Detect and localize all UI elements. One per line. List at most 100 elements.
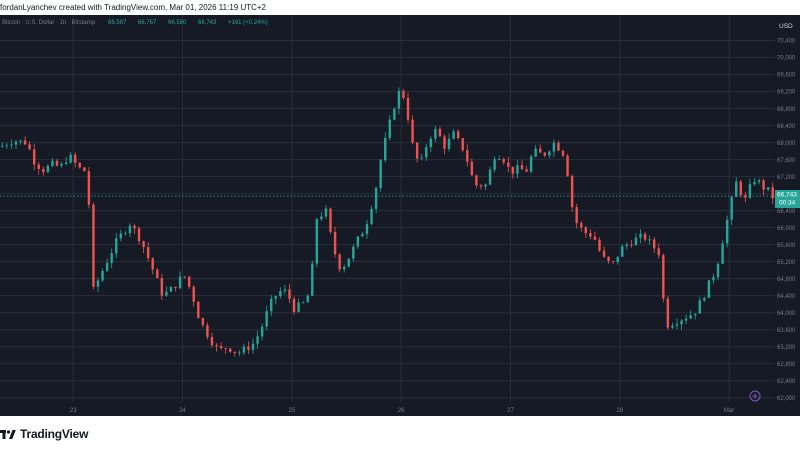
magnet-icon[interactable] bbox=[749, 390, 761, 402]
candle-body bbox=[716, 263, 720, 278]
candle-body bbox=[657, 248, 660, 256]
candle-body bbox=[411, 119, 414, 143]
candle-body bbox=[648, 239, 651, 241]
candle-body bbox=[525, 169, 528, 172]
candle-body bbox=[42, 168, 45, 173]
candle-body bbox=[420, 157, 423, 159]
candle-body bbox=[183, 276, 186, 278]
candle-body bbox=[46, 165, 50, 173]
candle-body bbox=[443, 136, 446, 149]
candle-body bbox=[270, 298, 273, 312]
candle-body bbox=[552, 142, 556, 152]
footer bbox=[0, 416, 800, 450]
candle-body bbox=[210, 336, 214, 346]
candle-body bbox=[425, 147, 428, 158]
candle-body bbox=[712, 277, 715, 281]
candle-body bbox=[393, 108, 396, 120]
candle-body bbox=[92, 204, 95, 287]
candle-body bbox=[497, 159, 501, 160]
y-tick-label: 68,000 bbox=[777, 141, 796, 147]
candle-body bbox=[507, 162, 510, 167]
legend-close: 66,743 bbox=[198, 20, 217, 26]
candle-body bbox=[721, 243, 724, 264]
candle-body bbox=[415, 142, 419, 159]
legend-symbol: Bitcoin · U.S. Dollar · 1h · Bitstamp bbox=[2, 20, 96, 26]
candle-body bbox=[757, 180, 761, 183]
candle-body bbox=[342, 266, 346, 270]
candle-body bbox=[739, 181, 743, 195]
grid bbox=[0, 15, 775, 402]
candle-body bbox=[229, 348, 232, 352]
candle-body bbox=[14, 141, 18, 145]
candle-body bbox=[64, 162, 68, 164]
candle-body bbox=[124, 233, 127, 234]
candle-body bbox=[680, 320, 683, 325]
candle-body bbox=[502, 159, 505, 163]
candle-body bbox=[19, 140, 22, 142]
candle-body bbox=[74, 154, 77, 163]
candle-body bbox=[461, 138, 464, 151]
last-price-background bbox=[775, 190, 800, 209]
candle-body bbox=[215, 345, 218, 347]
candle-body bbox=[156, 269, 159, 279]
y-tick-label: 70,000 bbox=[777, 56, 796, 62]
candle-body bbox=[146, 247, 150, 259]
candle-body bbox=[762, 180, 765, 190]
candle-body bbox=[652, 239, 656, 249]
x-tick-label: 27 bbox=[507, 408, 514, 414]
legend-low: 66,580 bbox=[168, 20, 187, 26]
candle-body bbox=[338, 254, 341, 270]
candle-body bbox=[452, 131, 455, 139]
candle-body bbox=[479, 185, 483, 187]
candle-body bbox=[219, 346, 223, 349]
candle-body bbox=[725, 219, 729, 244]
candle-body bbox=[96, 280, 100, 287]
last-price-label: 66,743 bbox=[777, 192, 797, 199]
legend-open: 66,587 bbox=[108, 20, 127, 26]
candle-body bbox=[607, 256, 610, 262]
y-tick-label: 64,800 bbox=[777, 277, 796, 283]
candlestick-chart[interactable]: 62,000 62,400 62,800 63,200 63,600 64,000 64,4… bbox=[0, 0, 800, 416]
candle-body bbox=[429, 138, 433, 148]
candle-body bbox=[625, 244, 629, 247]
candle-body bbox=[347, 258, 350, 267]
candle-body bbox=[324, 208, 328, 217]
candle-body bbox=[311, 263, 314, 296]
candle-body bbox=[119, 233, 123, 239]
y-tick-label: 66,000 bbox=[777, 226, 796, 232]
candle-body bbox=[766, 187, 770, 190]
candle-body bbox=[251, 343, 255, 350]
time-axis[interactable] bbox=[0, 402, 800, 416]
candle-body bbox=[516, 165, 519, 174]
candle-body bbox=[634, 237, 638, 246]
candle-body bbox=[87, 171, 91, 205]
candle-body bbox=[402, 90, 405, 98]
candle-body bbox=[438, 128, 442, 137]
y-tick-label: 64,400 bbox=[777, 294, 796, 300]
candle-body bbox=[694, 313, 697, 316]
candle-body bbox=[406, 97, 410, 120]
candle-body bbox=[771, 187, 774, 199]
chart-area[interactable] bbox=[0, 15, 775, 402]
candle-body bbox=[32, 149, 36, 165]
candle-body bbox=[142, 241, 145, 248]
candle-body bbox=[384, 137, 387, 161]
candle-body bbox=[602, 250, 606, 257]
candle-body bbox=[548, 151, 551, 156]
candle-body bbox=[279, 291, 282, 297]
legend-high: 66,767 bbox=[138, 20, 157, 26]
y-tick-label: 65,600 bbox=[777, 243, 796, 249]
candle-body bbox=[379, 160, 382, 188]
y-tick-label: 65,200 bbox=[777, 260, 796, 266]
y-tick-label: 69,600 bbox=[777, 73, 796, 79]
candle-body bbox=[639, 233, 642, 238]
price-axis[interactable] bbox=[775, 15, 800, 402]
candle-body bbox=[356, 236, 360, 247]
candle-body bbox=[301, 302, 305, 304]
tradingview-brand[interactable]: TradingView bbox=[0, 427, 88, 441]
legend-change: +161 (+0.24%) bbox=[228, 20, 268, 26]
candle-body bbox=[115, 238, 118, 254]
candle-body bbox=[315, 219, 319, 264]
candle-body bbox=[201, 318, 205, 326]
candle-body bbox=[23, 140, 27, 145]
